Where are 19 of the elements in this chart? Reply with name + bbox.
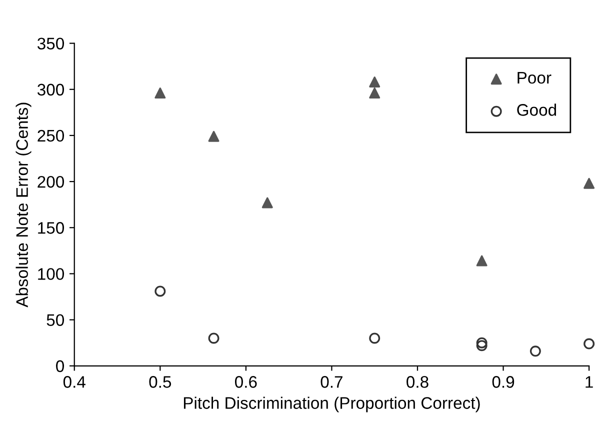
x-tick-label: 0.8 [406,376,428,388]
y-tick-label: 50 [46,314,64,326]
x-tick-label: 1 [586,376,593,388]
y-tick-label: 200 [38,176,64,188]
y-tick-label: 300 [37,84,64,96]
y-tick-label: 250 [38,130,64,142]
y-tick-label: 0 [56,360,64,372]
legend-label: Good [517,104,556,116]
x-tick-label: 0.9 [492,376,514,388]
x-tick-label: 0.7 [320,376,342,388]
legend-label: Poor [518,72,552,84]
y-tick-label: 100 [38,268,64,280]
y-tick-label: 150 [38,222,64,234]
x-tick-label: 0.6 [235,376,257,388]
x-axis-title: Pitch Discrimination (Proportion Correct) [184,396,480,412]
x-tick-label: 0.4 [63,376,86,388]
y-tick-label: 350 [37,38,64,50]
y-axis-title: Absolute Note Error (Cents) [16,102,32,308]
x-tick-label: 0.5 [149,376,172,388]
